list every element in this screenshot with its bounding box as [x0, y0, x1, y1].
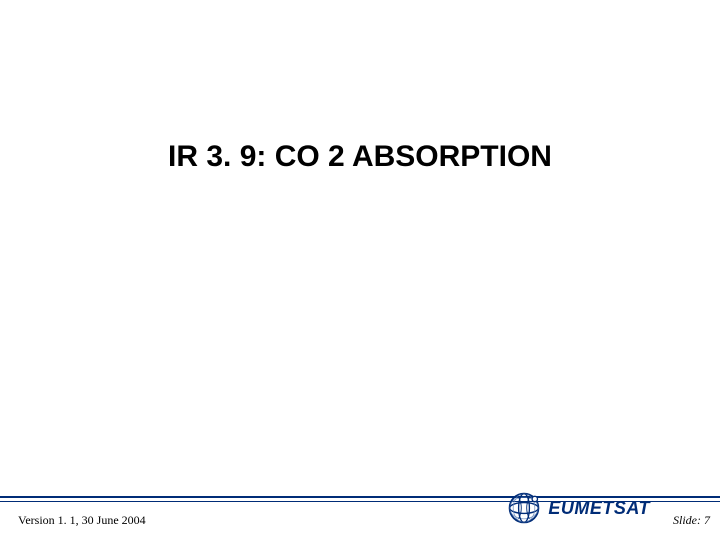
globe-icon [506, 490, 542, 526]
slide-container: IR 3. 9: CO 2 ABSORPTION Version 1. 1, 3… [0, 0, 720, 540]
slide-number: Slide: 7 [673, 513, 710, 528]
version-label: Version 1. 1, 30 June 2004 [18, 513, 146, 528]
page-title: IR 3. 9: CO 2 ABSORPTION [0, 140, 720, 174]
brand-text: EUMETSAT [548, 498, 650, 519]
brand-logo: EUMETSAT [506, 490, 650, 526]
